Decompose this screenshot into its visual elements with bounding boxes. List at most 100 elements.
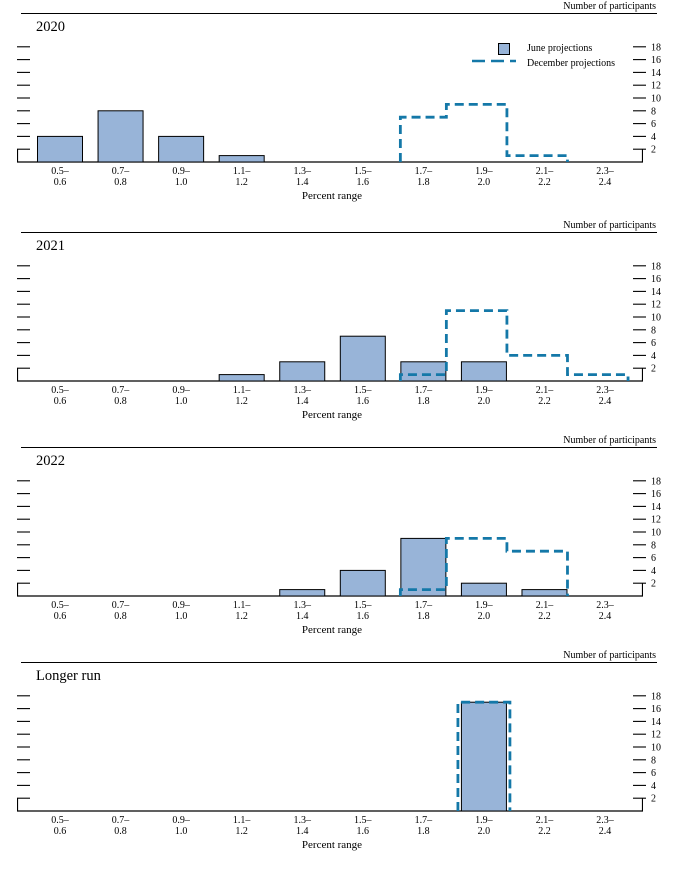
right-tick-label: 18 [651, 691, 661, 702]
june-bar [218, 374, 265, 382]
x-tick-label: 1.7– 1.8 [414, 600, 433, 622]
right-tick-label: 6 [651, 119, 656, 130]
right-tick-label: 12 [651, 515, 661, 526]
june-bar [400, 537, 447, 597]
x-tick-label: 0.5– 0.6 [51, 166, 69, 188]
right-tick-label: 16 [651, 55, 661, 66]
x-tick-label: 0.7– 0.8 [111, 815, 130, 837]
histogram-chart-2022: 2 4 6 810 12 14 16 18 [16, 476, 661, 597]
june-bar [460, 701, 507, 812]
x-tick-label: 1.3– 1.4 [293, 815, 311, 837]
x-tick-label: 1.5– 1.6 [354, 815, 372, 837]
panel-2021: Number of participants 2021 2 4 6 8 10 12 14 16… [0, 219, 682, 438]
december-step-line [456, 700, 512, 811]
june-bar [521, 589, 568, 597]
y-axis-title: Number of participants [563, 1, 656, 12]
y-axis-title: Number of participants [563, 435, 656, 446]
x-tick-labels: 0.5– 0.6 0.7– 0.8 0.9– 1.0 1.1– 1.2 1.3– 1.4… [0, 600, 682, 624]
right-tick-label: 4 [651, 132, 656, 143]
x-tick-label: 2.3– 2.4 [596, 166, 614, 188]
x-tick-label: 1.3– 1.4 [293, 385, 311, 407]
panel-2022: Number of participants 2022 2 4 6 8 10 12 14 16… [0, 434, 682, 653]
histogram-chart-2021: 2 4 6 810 12 14 16 18 [16, 261, 661, 382]
december-dash-icon [472, 59, 516, 63]
right-tick-label: 6 [651, 338, 656, 349]
right-tick-label: 2 [651, 579, 656, 590]
panel-top-rule [21, 662, 657, 663]
x-tick-labels: 0.5– 0.6 0.7– 0.8 0.9– 1.0 1.1– 1.2 1.3– 1.4… [0, 815, 682, 839]
right-tick-label: 8 [651, 106, 656, 117]
x-axis-title: Percent range [301, 409, 363, 421]
right-tick-label: 4 [651, 781, 656, 792]
x-tick-label: 2.1– 2.2 [535, 600, 554, 622]
december-step-line [398, 537, 569, 596]
x-tick-label: 1.1– 1.2 [232, 815, 251, 837]
x-tick-label: 0.7– 0.8 [111, 166, 130, 188]
panel-title: 2022 [36, 453, 65, 469]
right-tick-label: 18 [651, 42, 661, 53]
panel-top-rule [21, 13, 657, 14]
x-tick-label: 2.1– 2.2 [535, 166, 554, 188]
right-tick-label: 14 [651, 68, 661, 79]
right-tick-label: 2 [651, 364, 656, 375]
right-tick-label: 4 [651, 351, 656, 362]
right-tick-label: 12 [651, 81, 661, 92]
x-tick-label: 1.1– 1.2 [232, 166, 251, 188]
panel-longer-run: Number of participants Longer run 2 4 6 8 10… [0, 649, 682, 868]
histogram-chart-longer-run: 2 4 6 810 12 14 16 18 [16, 691, 661, 812]
right-tick-label: 10 [651, 313, 661, 324]
x-tick-label: 1.1– 1.2 [232, 385, 251, 407]
legend-december-label: December projections [527, 58, 616, 69]
x-tick-label: 0.9– 1.0 [172, 385, 190, 407]
right-tick-label: 8 [651, 540, 656, 551]
x-tick-label: 1.5– 1.6 [354, 385, 372, 407]
right-tick-label: 14 [651, 287, 661, 298]
x-tick-label: 0.5– 0.6 [51, 600, 69, 622]
right-tick-label: 12 [651, 300, 661, 311]
x-tick-label: 0.9– 1.0 [172, 815, 190, 837]
x-tick-label: 0.5– 0.6 [51, 385, 69, 407]
june-bar [158, 135, 205, 163]
x-tick-label: 1.1– 1.2 [232, 600, 251, 622]
x-tick-label: 0.7– 0.8 [111, 385, 130, 407]
right-tick-label: 4 [651, 566, 656, 577]
x-axis-title: Percent range [301, 190, 363, 202]
y-axis-title: Number of participants [563, 220, 656, 231]
x-axis-title: Percent range [301, 624, 363, 636]
x-tick-label: 2.1– 2.2 [535, 815, 554, 837]
right-tick-label: 6 [651, 553, 656, 564]
june-bar [400, 361, 447, 382]
june-bar [279, 589, 326, 597]
x-tick-label: 1.7– 1.8 [414, 815, 433, 837]
x-tick-label: 1.3– 1.4 [293, 600, 311, 622]
x-tick-label: 0.9– 1.0 [172, 600, 190, 622]
june-bar [460, 361, 507, 382]
x-tick-label: 1.9– 2.0 [475, 600, 493, 622]
right-tick-label: 10 [651, 743, 661, 754]
x-tick-label: 1.5– 1.6 [354, 166, 372, 188]
right-tick-label: 8 [651, 325, 656, 336]
right-tick-label: 18 [651, 261, 661, 272]
right-tick-label: 6 [651, 768, 656, 779]
panel-top-rule [21, 232, 657, 233]
x-tick-label: 2.3– 2.4 [596, 385, 614, 407]
panel-title: Longer run [36, 668, 101, 684]
june-bar [279, 361, 326, 382]
right-tick-label: 10 [651, 94, 661, 105]
panel-title: 2021 [36, 238, 65, 254]
right-tick-label: 14 [651, 717, 661, 728]
june-bar [97, 110, 144, 163]
x-tick-labels: 0.5– 0.6 0.7– 0.8 0.9– 1.0 1.1– 1.2 1.3– 1.4… [0, 166, 682, 190]
june-bar [460, 582, 507, 597]
histogram-chart-2020: 2 4 6 810 12 14 16 18 [16, 42, 661, 163]
right-tick-label: 10 [651, 528, 661, 539]
x-tick-label: 1.5– 1.6 [354, 600, 372, 622]
x-tick-label: 1.3– 1.4 [293, 166, 311, 188]
right-tick-label: 18 [651, 476, 661, 487]
right-tick-label: 16 [651, 704, 661, 715]
right-tick-label: 12 [651, 730, 661, 741]
x-tick-label: 1.9– 2.0 [475, 815, 493, 837]
x-tick-labels: 0.5– 0.6 0.7– 0.8 0.9– 1.0 1.1– 1.2 1.3– 1.4… [0, 385, 682, 409]
december-step-line [398, 309, 630, 381]
